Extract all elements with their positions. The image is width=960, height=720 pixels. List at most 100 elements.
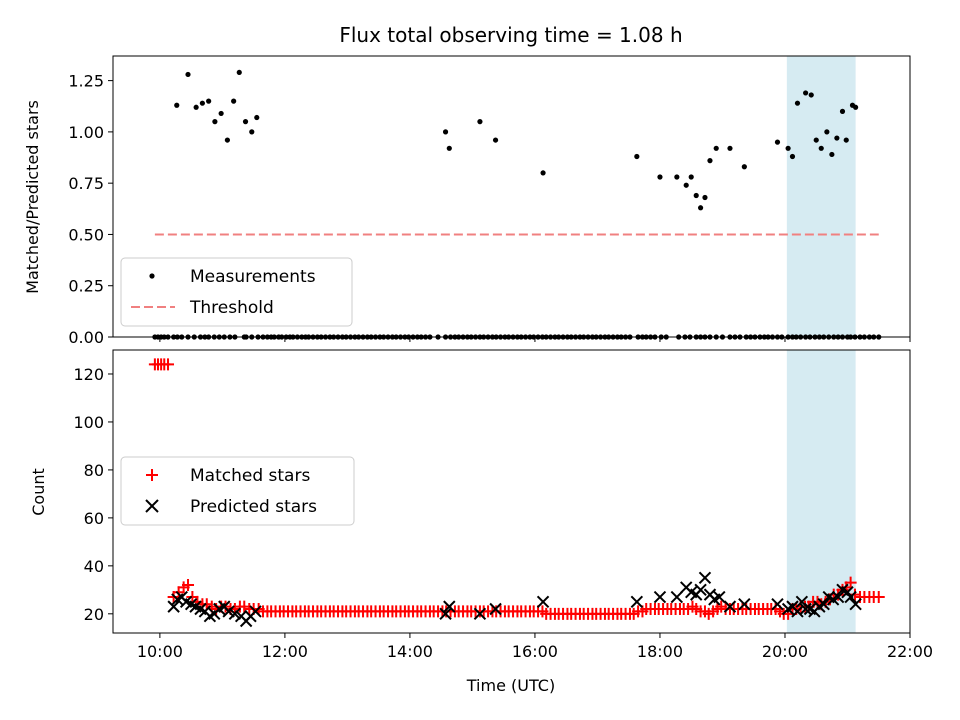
predicted-stars-point — [791, 605, 804, 618]
predicted-stars-point — [738, 598, 751, 611]
count-y-axis-label: Count — [29, 468, 48, 516]
y-tick-label-count-3: 80 — [84, 461, 104, 480]
predicted-stars-point — [799, 602, 812, 616]
measurements-point — [206, 98, 212, 104]
ratio-panel: 0.00 0.25 0.50 0.75 1.00 1.25 Matched/Predict… — [23, 55, 911, 347]
measurements-point — [803, 90, 809, 96]
count-legend-box — [120, 456, 355, 526]
measurements-point — [707, 158, 713, 164]
ratio-axes-frame — [112, 55, 911, 338]
x-tick-label-3: 16:00 — [512, 642, 558, 661]
x-axis-label: Time (UTC) — [466, 676, 555, 695]
predicted-stars-point — [670, 590, 684, 604]
measurements-point — [843, 137, 849, 143]
measurements-point — [693, 192, 699, 199]
measurements-point — [634, 153, 640, 160]
legend-threshold-label: Threshold — [189, 298, 274, 318]
matched-stars-point — [182, 579, 195, 592]
predicted-stars-point — [630, 595, 644, 609]
measurements-point — [254, 114, 260, 121]
measurements-point — [442, 129, 449, 135]
measurements-point — [688, 174, 694, 180]
predicted-stars-point — [489, 602, 502, 616]
measurements-point — [713, 145, 719, 151]
measurements-point — [839, 108, 846, 114]
x-tick-label-2: 14:00 — [387, 642, 433, 661]
measurements-point — [702, 194, 708, 201]
ratio-y-axis-label: Matched/Predicted stars — [23, 100, 42, 294]
predicted-stars-point — [723, 600, 737, 613]
measurements-point — [236, 69, 242, 76]
predicted-stars-point — [713, 590, 726, 604]
measurements-point — [741, 164, 747, 170]
measurements-point — [199, 100, 205, 106]
chart-title: Flux total observing time = 1.08 h — [339, 23, 682, 47]
predicted-stars-point — [694, 583, 707, 597]
measurements-point — [674, 174, 680, 180]
legend-predicted-marker — [145, 499, 159, 513]
measurements-point — [813, 137, 819, 143]
measurements-point — [789, 153, 796, 160]
measurements-point — [657, 174, 663, 180]
predicted-stars-point — [698, 571, 712, 585]
measurements-point — [727, 145, 733, 151]
legend-measurements-label: Measurements — [190, 267, 316, 287]
measurements-point — [446, 145, 452, 151]
count-legend: Matched stars Predicted stars — [120, 456, 355, 526]
measurements-point — [212, 119, 218, 125]
matched-stars-point — [238, 600, 251, 613]
measurements-point — [185, 71, 191, 78]
measurements-point — [231, 98, 237, 104]
predicted-stars-point — [167, 600, 180, 613]
measurements-point — [774, 139, 781, 145]
measurements-point — [249, 129, 255, 135]
ratio-legend-box — [120, 257, 353, 327]
y-tick-label-count-5: 120 — [73, 365, 104, 384]
legend-matched-marker — [146, 469, 158, 481]
measurements-point — [697, 205, 704, 211]
predicted-stars-point — [771, 598, 784, 611]
x-tick-label-5: 20:00 — [762, 642, 808, 661]
y-tick-label-ratio-0: 0.00 — [68, 328, 104, 347]
measurements-point — [794, 100, 801, 106]
ratio-legend: Measurements Threshold — [120, 257, 353, 327]
legend-matched-label: Matched stars — [190, 466, 310, 486]
predicted-stars-point — [831, 590, 845, 604]
measurements-point — [853, 104, 859, 110]
y-tick-label-ratio-5: 1.25 — [68, 72, 104, 91]
predicted-stars-point — [844, 590, 857, 604]
predicted-stars-point — [849, 598, 862, 611]
measurements-point — [174, 102, 180, 108]
count-panel: 10:00 12:00 14:00 16:00 18:00 20:00 22:00 20 40… — [29, 349, 933, 695]
y-tick-label-ratio-2: 0.50 — [68, 225, 104, 244]
measurements-point — [492, 137, 499, 143]
count-axes-frame — [112, 349, 911, 634]
y-tick-label-count-1: 40 — [84, 557, 104, 576]
predicted-stars-point — [817, 598, 830, 611]
highlight-span-bottom — [786, 350, 856, 633]
measurements-point — [477, 119, 483, 125]
predicted-stars-point — [249, 605, 262, 618]
highlight-span-top — [786, 56, 856, 337]
y-tick-label-ratio-1: 0.25 — [68, 277, 104, 296]
predicted-stars-point — [536, 595, 550, 609]
measurements-point — [224, 137, 230, 143]
measurements-point — [824, 129, 830, 135]
measurements-point — [193, 104, 199, 110]
predicted-stars-point — [439, 607, 452, 621]
measurements-point — [683, 182, 689, 188]
x-tick-label-4: 18:00 — [637, 642, 683, 661]
predicted-stars-point — [473, 607, 487, 621]
legend-measurements-marker — [149, 273, 155, 279]
y-tick-label-count-0: 20 — [84, 605, 104, 624]
y-tick-label-ratio-4: 1.00 — [68, 123, 104, 142]
x-tick-label-0: 10:00 — [137, 642, 183, 661]
measurements-point — [242, 119, 249, 125]
matched-stars-point — [844, 576, 857, 589]
predicted-stars-point — [443, 600, 456, 613]
y-tick-label-ratio-3: 0.75 — [68, 174, 104, 193]
matched-stars-point — [872, 591, 885, 604]
matched-stars-point — [162, 358, 175, 371]
legend-predicted-label: Predicted stars — [190, 497, 317, 517]
